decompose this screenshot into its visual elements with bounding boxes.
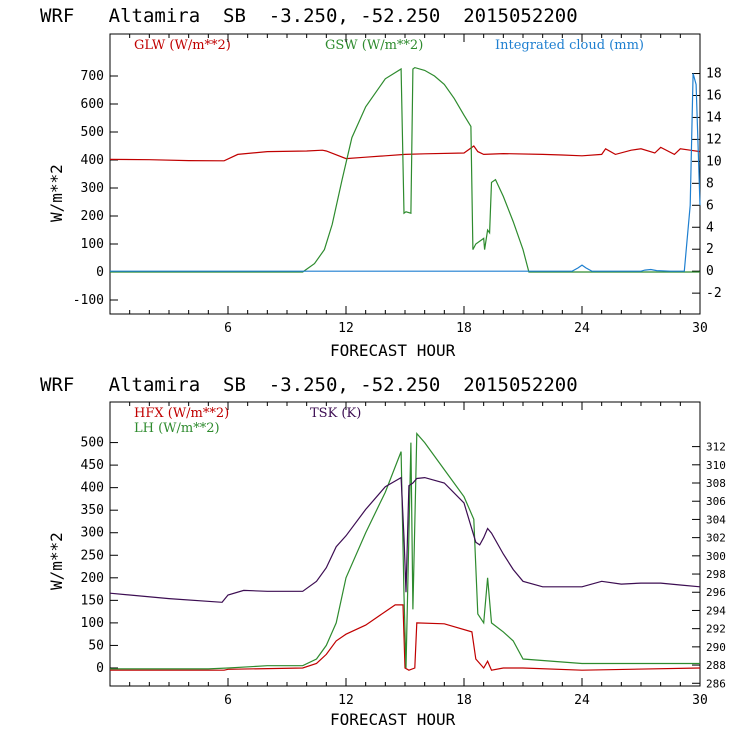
y2-tick-label: 4 bbox=[706, 220, 714, 235]
y-tick-label: 600 bbox=[81, 97, 104, 112]
y2-tick-label: 298 bbox=[706, 568, 726, 581]
y2-tick-label: 2 bbox=[706, 242, 714, 257]
y-tick-label: 500 bbox=[81, 125, 104, 140]
y-tick-label: 50 bbox=[88, 638, 104, 653]
y-tick-label: 350 bbox=[81, 503, 104, 518]
series-line-1 bbox=[110, 66, 700, 273]
bottom-panel-title: WRF Altamira SB -3.250, -52.250 20150522… bbox=[40, 374, 578, 396]
y2-tick-label: 0 bbox=[706, 264, 714, 279]
legend-integrated-cloud: Integrated cloud (mm) bbox=[495, 38, 644, 53]
bottom-panel: WRF Altamira SB -3.250, -52.250 20150522… bbox=[40, 374, 726, 729]
series-line-2 bbox=[109, 476, 701, 603]
y-tick-label: 200 bbox=[81, 209, 104, 224]
y-tick-label: 100 bbox=[81, 616, 104, 631]
x-tick-label: 24 bbox=[574, 693, 590, 708]
series-line-0 bbox=[109, 145, 701, 162]
x-tick-label: 18 bbox=[456, 693, 472, 708]
legend-lh: LH (W/m**2) bbox=[134, 421, 220, 436]
bottom-y-axis-label: W/m**2 bbox=[47, 532, 66, 590]
y-tick-label: 0 bbox=[96, 265, 104, 280]
y2-tick-label: 16 bbox=[706, 88, 722, 103]
y2-tick-label: 294 bbox=[706, 604, 726, 617]
legend-hfx: HFX (W/m**2) bbox=[134, 406, 229, 421]
y2-tick-label: 304 bbox=[706, 513, 726, 526]
y-tick-label: 300 bbox=[81, 181, 104, 196]
y2-tick-label: 288 bbox=[706, 659, 726, 672]
y2-tick-label: 290 bbox=[706, 641, 726, 654]
y2-tick-label: 292 bbox=[706, 623, 726, 636]
y2-tick-label: 310 bbox=[706, 459, 726, 472]
y-tick-label: 450 bbox=[81, 458, 104, 473]
legend-gsw: GSW (W/m**2) bbox=[325, 38, 423, 53]
top-panel-title: WRF Altamira SB -3.250, -52.250 20150522… bbox=[40, 5, 578, 27]
x-tick-label: 24 bbox=[574, 321, 590, 336]
x-tick-label: 18 bbox=[456, 321, 472, 336]
top-x-axis-label: FORECAST HOUR bbox=[330, 341, 456, 360]
y-tick-label: 400 bbox=[81, 153, 104, 168]
top-y-axis-label: W/m**2 bbox=[47, 164, 66, 222]
x-tick-label: 30 bbox=[692, 321, 708, 336]
bottom-ticks: 6 12 18 24 300501001502002503003504004505002… bbox=[81, 402, 726, 708]
top-series bbox=[109, 66, 701, 273]
y-tick-label: 700 bbox=[81, 69, 104, 84]
y2-tick-label: 302 bbox=[706, 532, 726, 545]
y2-tick-label: 312 bbox=[706, 441, 726, 454]
legend-glw: GLW (W/m**2) bbox=[134, 38, 231, 53]
x-tick-label: 12 bbox=[338, 693, 354, 708]
y2-tick-label: 300 bbox=[706, 550, 726, 563]
x-tick-label: 6 bbox=[224, 693, 232, 708]
series-line-1 bbox=[110, 432, 700, 670]
y2-tick-label: 296 bbox=[706, 586, 726, 599]
y2-tick-label: 306 bbox=[706, 495, 726, 508]
y-tick-label: 500 bbox=[81, 436, 104, 451]
y2-tick-label: 10 bbox=[706, 154, 722, 169]
y2-tick-label: 18 bbox=[706, 67, 722, 82]
y-tick-label: -100 bbox=[73, 293, 104, 308]
y-tick-label: 400 bbox=[81, 481, 104, 496]
y2-tick-label: 12 bbox=[706, 132, 722, 147]
y2-tick-label: 286 bbox=[706, 677, 726, 690]
x-tick-label: 6 bbox=[224, 321, 232, 336]
legend-tsk: TSK (K) bbox=[310, 406, 361, 421]
x-tick-label: 12 bbox=[338, 321, 354, 336]
y-tick-label: 150 bbox=[81, 593, 104, 608]
y-tick-label: 200 bbox=[81, 571, 104, 586]
y-tick-label: 100 bbox=[81, 237, 104, 252]
series-line-2 bbox=[110, 73, 701, 272]
y-tick-label: 250 bbox=[81, 548, 104, 563]
x-tick-label: 30 bbox=[692, 693, 708, 708]
top-panel: WRF Altamira SB -3.250, -52.250 20150522… bbox=[40, 5, 722, 360]
bottom-series bbox=[109, 432, 701, 671]
y2-tick-label: 8 bbox=[706, 176, 714, 191]
y2-tick-label: 308 bbox=[706, 477, 726, 490]
y2-tick-label: 6 bbox=[706, 198, 714, 213]
y2-tick-label: 14 bbox=[706, 110, 722, 125]
y-tick-label: 0 bbox=[96, 661, 104, 676]
y2-tick-label: -2 bbox=[706, 286, 722, 301]
y-tick-label: 300 bbox=[81, 526, 104, 541]
series-line-0 bbox=[110, 604, 701, 671]
bottom-x-axis-label: FORECAST HOUR bbox=[330, 710, 456, 729]
top-ticks: 6 12 18 24 30-1000100200300400500600700-2024… bbox=[73, 34, 722, 336]
